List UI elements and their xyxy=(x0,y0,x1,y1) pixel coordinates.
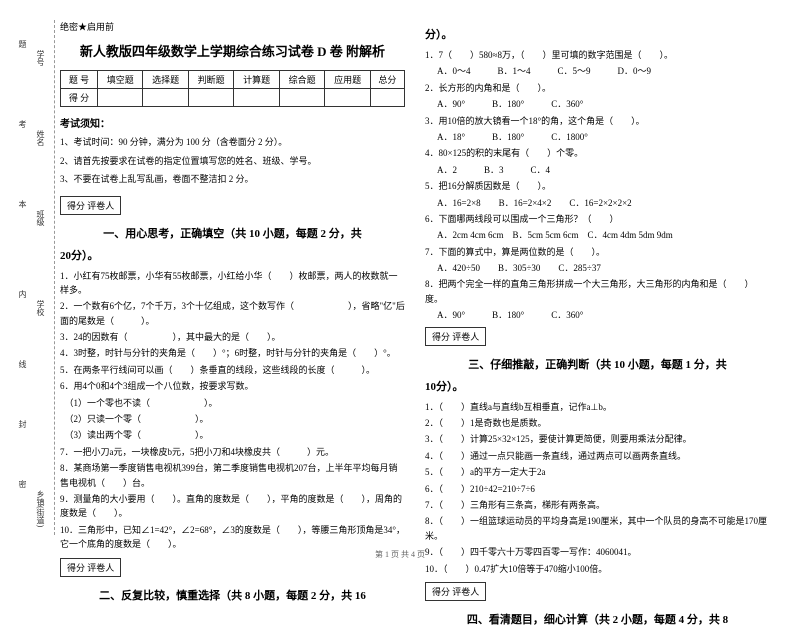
question: 2．长方形的内角和是（ ）。 xyxy=(425,81,770,95)
options: A．90° B．180° C．360° xyxy=(425,97,770,111)
question: 3．24的因数有（ ），其中最大的是（ ）。 xyxy=(60,330,405,344)
th: 计算题 xyxy=(234,71,279,89)
binding-mark: 题 xyxy=(17,40,28,48)
grade-box: 得分 评卷人 xyxy=(60,558,121,577)
binding-area: 题 学号 姓名 考 班级 本 内 学校 线 封 密 乡镇(街道) xyxy=(15,20,55,535)
question: 6．用4个0和4个3组成一个八位数，按要求写数。 xyxy=(60,379,405,393)
options: A．90° B．180° C．360° xyxy=(425,308,770,322)
binding-label: 乡镇(街道) xyxy=(35,490,46,527)
score-table: 题 号 填空题 选择题 判断题 计算题 综合题 应用题 总分 得 分 xyxy=(60,70,405,107)
section-2-cont: 分）。 xyxy=(425,26,770,42)
grade-box: 得分 评卷人 xyxy=(425,327,486,346)
left-column: 绝密★启用前 新人教版四年级数学上学期综合练习试卷 D 卷 附解析 题 号 填空… xyxy=(60,20,405,633)
td xyxy=(97,89,142,107)
question: 7．（ ）三角形有三条高，梯形有两条高。 xyxy=(425,498,770,512)
options: A．420÷50 B．305÷30 C．285÷37 xyxy=(425,261,770,275)
question: 8．某商场第一季度销售电视机399台，第二季度销售电视机207台，上半年平均每月… xyxy=(60,461,405,490)
question: 3．用10倍的放大镜看一个18°的角，这个角是（ ）。 xyxy=(425,114,770,128)
question: 1．7（ ）580≈8万，（ ）里可填的数字范围是（ ）。 xyxy=(425,48,770,62)
right-column: 分）。 1．7（ ）580≈8万，（ ）里可填的数字范围是（ ）。 A．0～4 … xyxy=(425,20,770,633)
question: 5．（ ）a的平方一定大于2a xyxy=(425,465,770,479)
notice-item: 2、请首先按要求在试卷的指定位置填写您的姓名、班级、学号。 xyxy=(60,155,405,169)
binding-label: 姓名 xyxy=(35,130,46,146)
th: 应用题 xyxy=(325,71,370,89)
question: 4．3时整，时针与分针的夹角是（ ）°；6时整，时针与分针的夹角是（ ）°。 xyxy=(60,346,405,360)
notice-item: 3、不要在试卷上乱写乱画，卷面不整洁扣 2 分。 xyxy=(60,173,405,187)
td: 得 分 xyxy=(61,89,98,107)
binding-mark: 内 xyxy=(17,290,28,298)
notice-heading: 考试须知： xyxy=(60,115,405,130)
notice-item: 1、考试时间：90 分钟，满分为 100 分（含卷面分 2 分）。 xyxy=(60,136,405,150)
options: A．16=2×8 B．16=2×4×2 C．16=2×2×2×2 xyxy=(425,196,770,210)
question: 7．下面的算式中，算是两位数的是（ ）。 xyxy=(425,245,770,259)
question: 8．（ ）一组篮球运动员的平均身高是190厘米，其中一个队员的身高不可能是170… xyxy=(425,514,770,543)
options: A．2cm 4cm 6cm B．5cm 5cm 6cm C．4cm 4dm 5d… xyxy=(425,228,770,242)
grade-box: 得分 评卷人 xyxy=(425,582,486,601)
th: 填空题 xyxy=(97,71,142,89)
table-row: 得 分 xyxy=(61,89,405,107)
section-1-cont: 20分）。 xyxy=(60,247,405,263)
exam-title: 新人教版四年级数学上学期综合练习试卷 D 卷 附解析 xyxy=(60,41,405,60)
page-content: 绝密★启用前 新人教版四年级数学上学期综合练习试卷 D 卷 附解析 题 号 填空… xyxy=(0,0,800,643)
question: （1）一个零也不读（ ）。 xyxy=(60,396,405,410)
options: A．2 B．3 C．4 xyxy=(425,163,770,177)
question: 9．测量角的大小要用（ ）。直角的度数是（ ），平角的度数是（ ），周角的度数是… xyxy=(60,492,405,521)
binding-label: 学校 xyxy=(35,300,46,316)
question: 8．把两个完全一样的直角三角形拼成一个大三角形，大三角形的内角和是（ ）度。 xyxy=(425,277,770,306)
question: 2．（ ）1是奇数也是质数。 xyxy=(425,416,770,430)
options: A．0～4 B．1～4 C．5～9 D．0～9 xyxy=(425,64,770,78)
binding-label: 班级 xyxy=(35,210,46,226)
th: 总分 xyxy=(370,71,404,89)
td xyxy=(279,89,324,107)
td xyxy=(370,89,404,107)
question: 5．把16分解质因数是（ ）。 xyxy=(425,179,770,193)
binding-label: 学号 xyxy=(35,50,46,66)
question: 5．在两条平行线间可以画（ ）条垂直的线段，这些线段的长度（ ）。 xyxy=(60,363,405,377)
table-row: 题 号 填空题 选择题 判断题 计算题 综合题 应用题 总分 xyxy=(61,71,405,89)
section-3-cont: 10分）。 xyxy=(425,378,770,394)
question: 6．（ ）210÷42=210÷7÷6 xyxy=(425,482,770,496)
th: 题 号 xyxy=(61,71,98,89)
page-footer: 第 1 页 共 4 页 xyxy=(0,549,800,560)
th: 选择题 xyxy=(143,71,188,89)
options: A．18° B．180° C．1800° xyxy=(425,130,770,144)
section-3-title: 三、仔细推敲，正确判断（共 10 小题，每题 1 分，共 xyxy=(425,356,770,372)
th: 判断题 xyxy=(188,71,233,89)
question: 10．三角形中，已知∠1=42°，∠2=68°，∠3的度数是（ ），等腰三角形顶… xyxy=(60,523,405,552)
binding-mark: 考 xyxy=(17,120,28,128)
secret-label: 绝密★启用前 xyxy=(60,20,405,33)
binding-mark: 密 xyxy=(17,480,28,488)
question: 3．（ ）计算25×32×125，要使计算更简便，则要用乘法分配律。 xyxy=(425,432,770,446)
grade-box: 得分 评卷人 xyxy=(60,196,121,215)
question: 6．下面哪两线段可以围成一个三角形？（ ） xyxy=(425,212,770,226)
question: 2．一个数有6个亿，7个千万，3个十亿组成，这个数写作（ ），省略"亿"后面的尾… xyxy=(60,299,405,328)
td xyxy=(188,89,233,107)
question: 4．（ ）通过一点只能画一条直线，通过两点可以画两条直线。 xyxy=(425,449,770,463)
td xyxy=(143,89,188,107)
binding-mark: 本 xyxy=(17,200,28,208)
th: 综合题 xyxy=(279,71,324,89)
binding-mark: 封 xyxy=(17,420,28,428)
td xyxy=(325,89,370,107)
question: 1．（ ）直线a与直线b互相垂直，记作a⊥b。 xyxy=(425,400,770,414)
question: （2）只读一个零（ ）。 xyxy=(60,412,405,426)
section-4-title: 四、看清题目，细心计算（共 2 小题，每题 4 分，共 8 xyxy=(425,611,770,627)
question: 7．一把小刀a元，一块橡皮b元，5把小刀和4块橡皮共（ ）元。 xyxy=(60,445,405,459)
section-1-title: 一、用心思考，正确填空（共 10 小题，每题 2 分，共 xyxy=(60,225,405,241)
question: 1．小红有75枚邮票，小华有55枚邮票，小红给小华（ ）枚邮票，两人的枚数就一样… xyxy=(60,269,405,298)
question: （3）读出两个零（ ）。 xyxy=(60,428,405,442)
td xyxy=(234,89,279,107)
question: 4．80×125的积的末尾有（ ）个零。 xyxy=(425,146,770,160)
question: 10．（ ）0.47扩大10倍等于470缩小100倍。 xyxy=(425,562,770,576)
binding-mark: 线 xyxy=(17,360,28,368)
section-2-title: 二、反复比较，慎重选择（共 8 小题，每题 2 分，共 16 xyxy=(60,587,405,603)
